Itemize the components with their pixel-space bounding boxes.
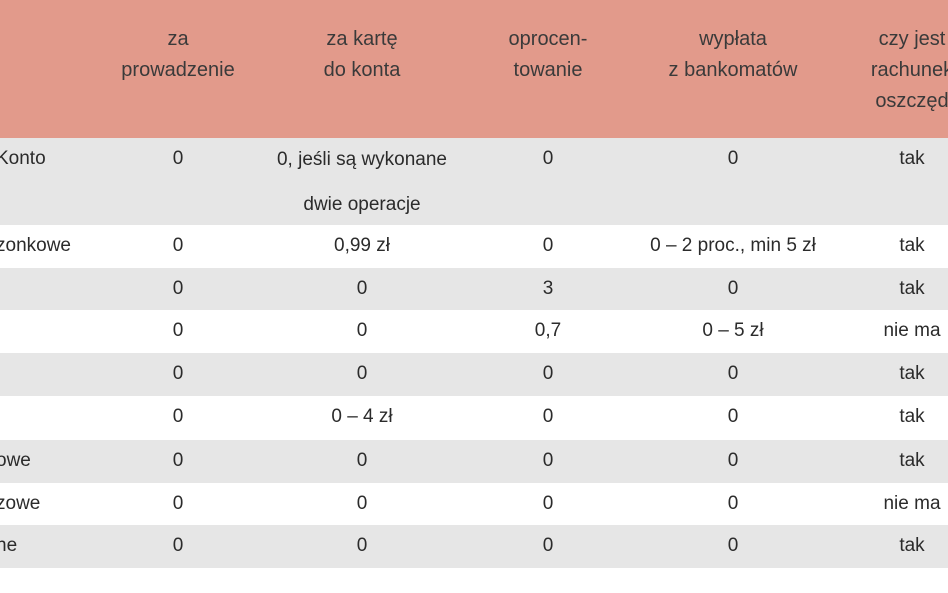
header-cell: rachunek xyxy=(870,59,948,81)
row-band xyxy=(0,483,948,525)
table-cell: 0 xyxy=(172,493,184,514)
table-cell: 0 xyxy=(356,278,368,299)
row-band-shaded xyxy=(0,525,948,568)
table-cell: 0 xyxy=(542,235,554,256)
table-cell: tak xyxy=(899,535,925,556)
table-cell: 0 xyxy=(542,535,554,556)
table-cell: nie ma xyxy=(883,493,941,514)
header-cell: wypłata xyxy=(699,28,767,50)
table-cell: 0 xyxy=(727,406,739,427)
table-cell: 0 xyxy=(172,320,184,341)
header-band xyxy=(0,0,948,138)
table-cell: tak xyxy=(899,278,925,299)
table-cell: 0 xyxy=(542,148,554,169)
row-label: Konto xyxy=(0,148,46,169)
row-band-shaded xyxy=(0,440,948,483)
table-cell: 0 xyxy=(172,363,184,384)
table-cell: 0 xyxy=(172,535,184,556)
row-band-shaded xyxy=(0,138,948,225)
header-cell: towanie xyxy=(513,59,583,81)
table-cell: 0 xyxy=(172,148,184,169)
table-cell: 0 xyxy=(172,406,184,427)
table-cell: 0 xyxy=(727,535,739,556)
table-cell: 0 xyxy=(727,278,739,299)
row-band xyxy=(0,310,948,353)
table-cell: tak xyxy=(899,235,925,256)
table-cell: 0 xyxy=(727,148,739,169)
table-cell: 0 – 5 zł xyxy=(702,320,764,341)
row-band xyxy=(0,225,948,268)
table-cell: tak xyxy=(899,450,925,471)
table-cell: 0 xyxy=(727,363,739,384)
table-cell: 0,7 xyxy=(534,320,562,341)
row-label: zonkowe xyxy=(0,235,71,256)
row-band-shaded xyxy=(0,268,948,310)
table-cell: 0 xyxy=(356,363,368,384)
table-cell: tak xyxy=(899,406,925,427)
table-cell: 0 xyxy=(356,320,368,341)
row-label: owe xyxy=(0,450,31,471)
table-cell: tak xyxy=(899,363,925,384)
row-label: zowe xyxy=(0,493,41,514)
table-cell: 0 – 4 zł xyxy=(331,406,393,427)
table-cell: 0 xyxy=(172,450,184,471)
header-cell: do konta xyxy=(323,59,401,81)
row-band-shaded xyxy=(0,353,948,396)
table-cell: 3 xyxy=(542,278,554,299)
header-cell: czy jest xyxy=(878,28,946,50)
header-cell: oszczęd xyxy=(875,90,948,112)
table-cell: 0 xyxy=(542,450,554,471)
table-cell: 0 xyxy=(542,493,554,514)
row-band xyxy=(0,396,948,440)
header-cell: prowadzenie xyxy=(121,59,235,81)
header-cell: oprocen- xyxy=(508,28,588,50)
table-cell: 0 xyxy=(172,278,184,299)
table-cell: 0 xyxy=(727,493,739,514)
table-cell: 0 xyxy=(172,235,184,256)
header-cell: z bankomatów xyxy=(668,59,798,81)
table-cell: 0 xyxy=(356,493,368,514)
table-cell: 0 xyxy=(727,450,739,471)
table-cell: 0 xyxy=(356,535,368,556)
table-cell: 0 xyxy=(542,406,554,427)
table-cell: 0 xyxy=(542,363,554,384)
header-cell: za xyxy=(167,28,189,50)
table-cell: 0 xyxy=(356,450,368,471)
table-cell: 0, jeśli są wykonane dwie operacje xyxy=(276,149,448,215)
table-cell: 0,99 zł xyxy=(334,235,390,256)
table-cell: nie ma xyxy=(883,320,941,341)
table-cell: 0 – 2 proc., min 5 zł xyxy=(650,235,816,256)
table-cell: tak xyxy=(899,148,925,169)
header-cell: za kartę xyxy=(326,28,398,50)
row-label: ne xyxy=(0,535,18,556)
